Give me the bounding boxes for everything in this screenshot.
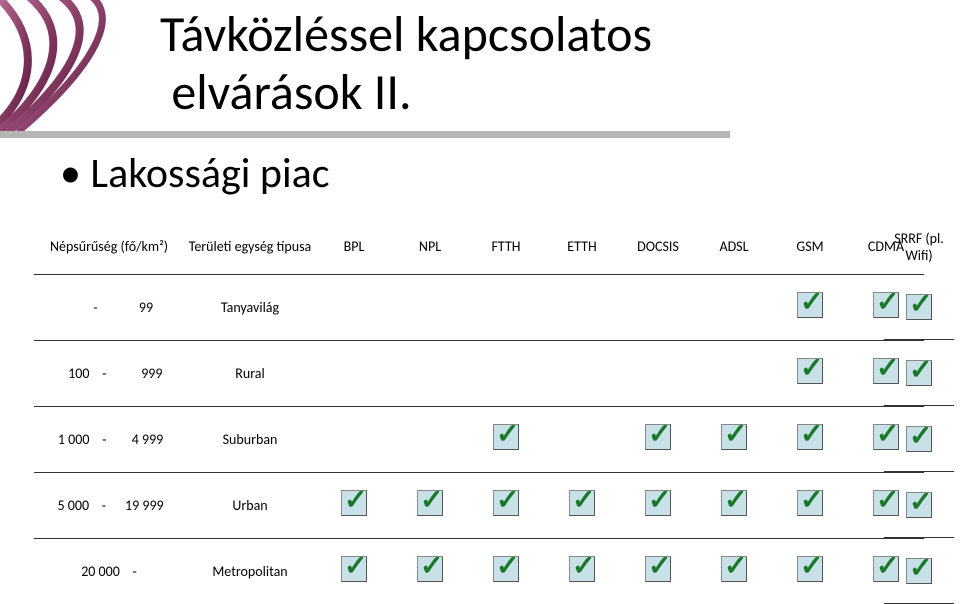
tech-cell (696, 538, 772, 604)
checkbox-checked-icon (906, 360, 932, 386)
bullet-text: • Lakossági piac (60, 148, 329, 199)
tech-cell (884, 538, 954, 604)
checkbox-checked-icon (417, 490, 443, 516)
col-ftth: FTTH (468, 220, 544, 274)
title-line1: Távközléssel kapcsolatos (160, 4, 652, 65)
tech-cell (772, 472, 848, 538)
checkbox-checked-icon (569, 556, 595, 582)
checkbox-checked-icon (341, 490, 367, 516)
type-cell: Tanyavilág (184, 274, 316, 340)
checkbox-checked-icon (906, 294, 932, 320)
tech-cell (696, 340, 772, 406)
tech-cell (620, 340, 696, 406)
tech-cell (544, 472, 620, 538)
tech-cell (620, 538, 696, 604)
tech-cell (772, 538, 848, 604)
checkbox-checked-icon (645, 490, 671, 516)
table-row: 1 000 - 4 999Suburban (34, 406, 924, 472)
title-line2: elvárások II. (171, 62, 411, 123)
col-srrf: SRRF (pl. Wifi) (884, 230, 954, 264)
tech-cell (696, 274, 772, 340)
col-etth: ETTH (544, 220, 620, 274)
checkbox-checked-icon (797, 424, 823, 450)
data-table: Népsűrűség (fő/km²) Területi egység típu… (34, 220, 924, 604)
tech-cell (884, 406, 954, 472)
tech-cell (884, 274, 954, 340)
tech-cell (544, 538, 620, 604)
tech-cell (884, 472, 954, 538)
tech-cell (468, 472, 544, 538)
tech-cell (392, 406, 468, 472)
checkbox-checked-icon (721, 490, 747, 516)
density-cell: 5 000 - 19 999 (34, 472, 184, 538)
col-bpl: BPL (316, 220, 392, 274)
checkbox-checked-icon (341, 556, 367, 582)
checkbox-checked-icon (569, 490, 595, 516)
table-row: 100 - 999Rural (34, 340, 924, 406)
checkbox-checked-icon (906, 558, 932, 584)
tech-cell (392, 538, 468, 604)
col-docsis: DOCSIS (620, 220, 696, 274)
data-table-wrap: Népsűrűség (fő/km²) Területi egység típu… (34, 220, 924, 604)
checkbox-checked-icon (721, 556, 747, 582)
checkbox-checked-icon (645, 556, 671, 582)
col-type: Területi egység típusa (184, 220, 316, 274)
table-row: 20 000 -Metropolitan (34, 538, 924, 604)
checkbox-checked-icon (797, 490, 823, 516)
tech-cell (316, 274, 392, 340)
col-density: Népsűrűség (fő/km²) (34, 220, 184, 274)
density-cell: 100 - 999 (34, 340, 184, 406)
density-cell: 1 000 - 4 999 (34, 406, 184, 472)
tech-cell (620, 472, 696, 538)
col-npl: NPL (392, 220, 468, 274)
tech-cell (316, 340, 392, 406)
checkbox-checked-icon (797, 556, 823, 582)
checkbox-checked-icon (493, 490, 519, 516)
tech-cell (620, 274, 696, 340)
checkbox-checked-icon (493, 424, 519, 450)
col-adsl: ADSL (696, 220, 772, 274)
tech-cell (392, 472, 468, 538)
checkbox-checked-icon (493, 556, 519, 582)
checkbox-checked-icon (797, 358, 823, 384)
slide: Távközléssel kapcsolatos elvárások II. •… (0, 0, 960, 604)
density-cell: - 99 (34, 274, 184, 340)
tech-cell (468, 538, 544, 604)
tech-cell (392, 340, 468, 406)
tech-cell (468, 274, 544, 340)
page-title: Távközléssel kapcsolatos elvárások II. (160, 6, 860, 121)
tech-cell (544, 340, 620, 406)
title-underline (0, 131, 730, 138)
checkbox-checked-icon (721, 424, 747, 450)
tech-cell (392, 274, 468, 340)
checkbox-checked-icon (797, 292, 823, 318)
type-cell: Rural (184, 340, 316, 406)
tech-cell (468, 406, 544, 472)
type-cell: Metropolitan (184, 538, 316, 604)
tech-cell (696, 406, 772, 472)
type-cell: Suburban (184, 406, 316, 472)
table-row: - 99Tanyavilág (34, 274, 924, 340)
tech-cell (544, 274, 620, 340)
tech-cell (772, 274, 848, 340)
tech-cell (884, 340, 954, 406)
tech-cell (316, 538, 392, 604)
density-cell: 20 000 - (34, 538, 184, 604)
checkbox-checked-icon (906, 426, 932, 452)
tech-cell (620, 406, 696, 472)
tech-cell (696, 472, 772, 538)
tech-cell (772, 340, 848, 406)
checkbox-checked-icon (417, 556, 443, 582)
tech-cell (316, 472, 392, 538)
col-gsm: GSM (772, 220, 848, 274)
tech-cell (468, 340, 544, 406)
corner-decoration (0, 0, 150, 140)
checkbox-checked-icon (906, 492, 932, 518)
checkbox-checked-icon (645, 424, 671, 450)
tech-cell (544, 406, 620, 472)
tech-cell (316, 406, 392, 472)
type-cell: Urban (184, 472, 316, 538)
table-row: 5 000 - 19 999Urban (34, 472, 924, 538)
tech-cell (772, 406, 848, 472)
